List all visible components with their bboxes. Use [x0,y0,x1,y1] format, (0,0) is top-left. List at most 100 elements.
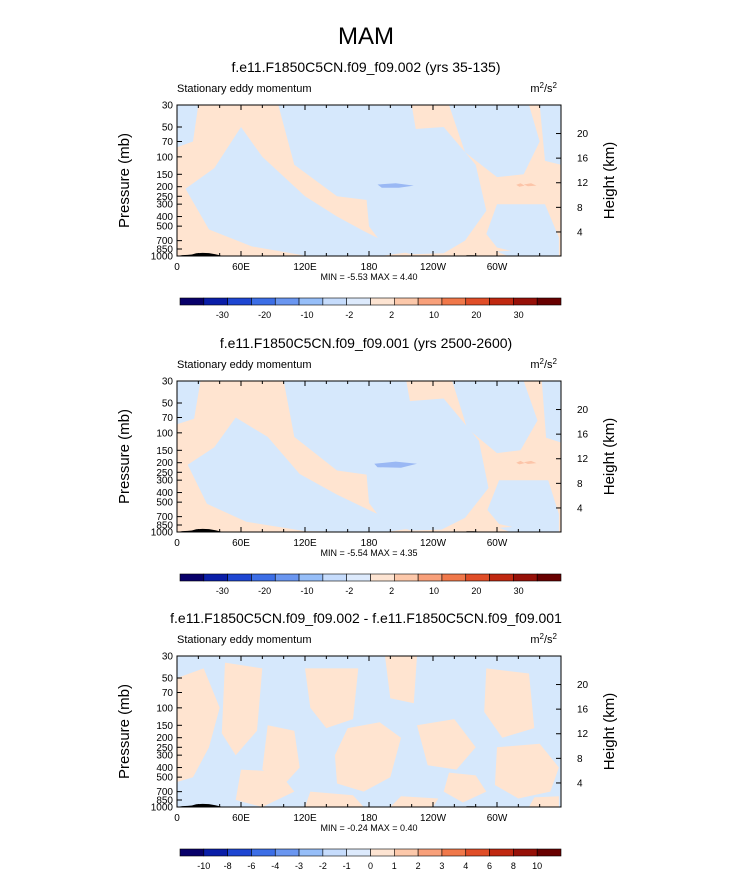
units-part: m [530,359,539,371]
y-tick-label: 200 [156,733,173,744]
units-part: /s [544,634,553,646]
contour-region [177,381,201,425]
colorbar-box [346,297,371,306]
right-tick-label: 20 [577,129,589,140]
colorbar-box [227,297,252,306]
colorbar-box [465,848,490,857]
y-tick-label: 400 [156,212,173,223]
y-tick-label: 100 [156,152,173,163]
colorbar-box [417,573,443,582]
colorbar-label: -20 [258,586,271,596]
right-tick-label: 20 [577,405,589,416]
x-tick-label: 0 [174,262,180,273]
y-tick-label: 300 [156,476,173,487]
y-tick-label: 300 [156,200,173,211]
colorbar-box [417,297,443,306]
colorbar-box [394,297,419,306]
y-tick-label: 100 [156,703,173,714]
x-tick-label: 60W [487,262,508,273]
units-label: m2/s2 [530,357,557,371]
panels: f.e11.F1850C5CN.f09_f09.002 (yrs 35-135)… [116,59,618,871]
colorbar-box [298,848,324,857]
y-tick-label: 30 [162,377,174,388]
colorbar-box [394,573,419,582]
x-tick-label: 120E [293,262,317,273]
contour-region [235,769,295,807]
colorbar-box [179,848,205,857]
contour-region [262,725,300,785]
x-tick-label: 60E [232,813,250,824]
contour-region [486,204,559,256]
colorbar-box [489,297,514,306]
topography [177,528,224,532]
colorbar-label: -4 [271,861,279,871]
y-tick-label: 250 [156,468,173,479]
y-tick-label: 200 [156,458,173,469]
colorbar-box [513,848,538,857]
minmax-text: MIN = -5.54 MAX = 4.35 [320,548,417,558]
units-part: 2 [553,357,558,366]
colorbar-box [179,573,205,582]
colorbar-box [298,573,324,582]
y-axis-title-right: Height (km) [601,142,618,220]
colorbar-box [370,848,395,857]
right-tick-label: 4 [577,227,583,238]
colorbar-label: 8 [511,861,516,871]
right-tick-label: 8 [577,754,583,765]
panel-title: f.e11.F1850C5CN.f09_f09.002 - f.e11.F185… [170,610,562,626]
contour-region [363,127,487,255]
figure-title: MAM [338,23,394,50]
contour-region [221,662,263,756]
contour-region [443,772,487,803]
contour-region [417,719,476,770]
colorbar-label: -10 [300,310,313,320]
right-tick-label: 12 [577,454,589,465]
colorbar-box [441,848,467,857]
y-tick-label: 1000 [151,252,174,263]
colorbar-box [274,573,300,582]
colorbar-label: 4 [463,861,468,871]
right-tick-label: 16 [577,705,589,716]
contour-region [177,668,220,782]
colorbar-box [370,573,395,582]
units-part: /s [544,83,553,95]
units-part: 2 [540,81,545,90]
units-label: m2/s2 [530,81,557,95]
panel-left-label: Stationary eddy momentum [177,359,312,371]
units-part: 2 [540,357,545,366]
y-axis-title-right: Height (km) [601,693,618,771]
x-tick-label: 120W [420,262,447,273]
right-tick-label: 16 [577,430,589,441]
x-tick-label: 0 [174,538,180,549]
y-tick-label: 300 [156,751,173,762]
colorbar-box [536,297,562,306]
y-axis-title: Pressure (mb) [116,133,133,228]
y-tick-label: 500 [156,498,173,509]
topography [177,252,224,256]
contour-region [541,381,561,443]
contour-region [185,127,423,256]
x-tick-label: 60E [232,538,250,549]
colorbar-label: 6 [487,861,492,871]
colorbar-box [203,573,228,582]
y-tick-label: 100 [156,428,173,439]
y-tick-label: 150 [156,170,173,181]
units-label: m2/s2 [530,632,557,646]
colorbar-label: -3 [295,861,303,871]
colorbar-box [346,848,371,857]
contour-region [529,796,559,807]
contour-region-strong [374,461,417,468]
colorbar-label: 30 [514,586,524,596]
colorbar-box [298,297,324,306]
y-axis-title: Pressure (mb) [116,684,133,779]
y-tick-label: 500 [156,222,173,233]
colorbar-box [441,297,467,306]
contour-region [499,525,557,532]
minmax-text: MIN = -0.24 MAX = 0.40 [320,823,417,833]
colorbar-box [489,848,514,857]
colorbar-label: 20 [471,586,481,596]
y-tick-label: 250 [156,743,173,754]
right-tick-label: 8 [577,203,583,214]
colorbar-box [251,573,276,582]
contour-region [497,249,556,256]
